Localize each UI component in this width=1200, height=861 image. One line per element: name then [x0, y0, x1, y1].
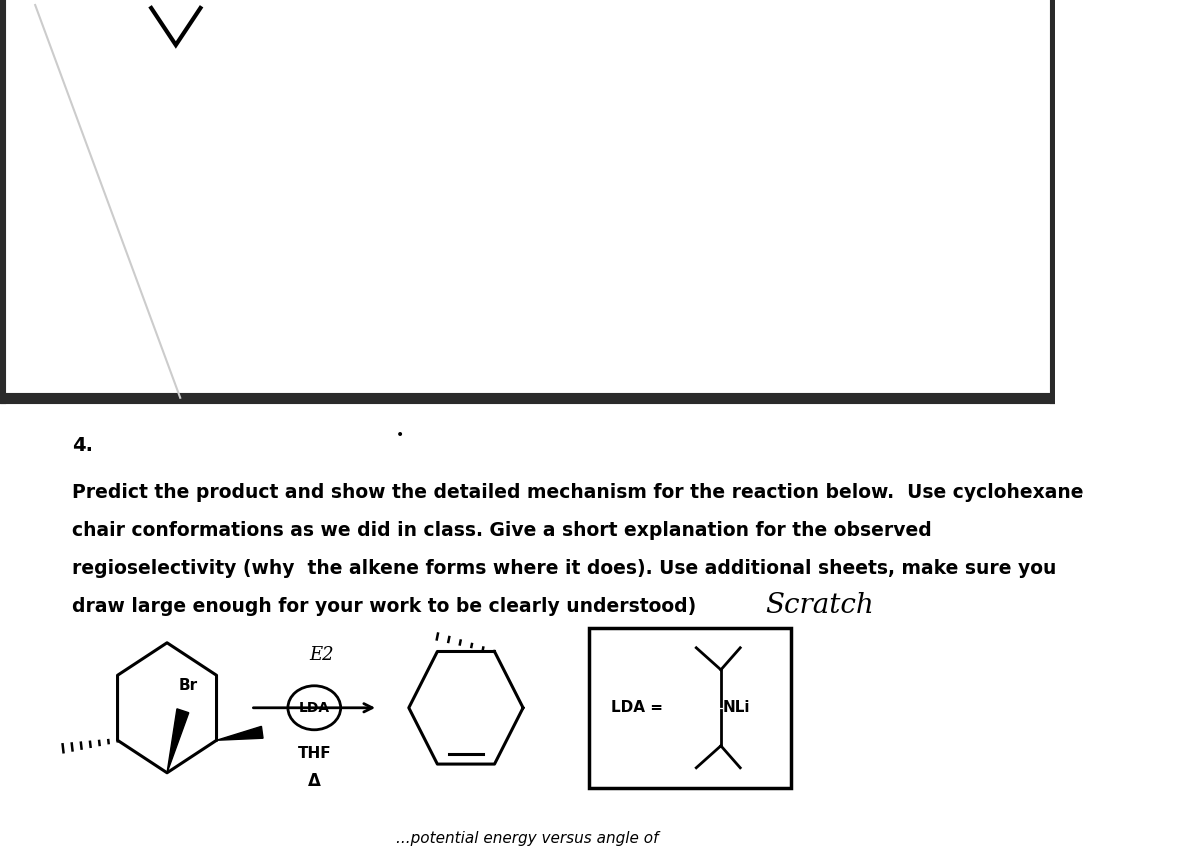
Text: regioselectivity (why  the alkene forms where it does). Use additional sheets, m: regioselectivity (why the alkene forms w… [72, 559, 1056, 578]
Text: •: • [396, 428, 404, 442]
Text: draw large enough for your work to be clearly understood): draw large enough for your work to be cl… [72, 597, 696, 616]
Text: chair conformations as we did in class. Give a short explanation for the observe: chair conformations as we did in class. … [72, 521, 932, 540]
Text: Scratch: Scratch [764, 592, 874, 619]
Text: 4.: 4. [72, 436, 94, 455]
Text: NLi: NLi [722, 700, 750, 715]
Text: E2: E2 [310, 646, 334, 664]
Text: Δ: Δ [308, 771, 320, 790]
Ellipse shape [288, 685, 341, 730]
Text: LDA: LDA [299, 701, 330, 715]
Text: Predict the product and show the detailed mechanism for the reaction below.  Use: Predict the product and show the detaile… [72, 483, 1084, 502]
Polygon shape [216, 727, 263, 740]
Text: Br: Br [179, 678, 198, 693]
Text: LDA =: LDA = [611, 700, 662, 715]
Bar [589, 628, 791, 788]
Polygon shape [167, 709, 188, 773]
Text: THF: THF [298, 746, 331, 761]
Text: ...potential energy versus angle of: ...potential energy versus angle of [396, 831, 659, 846]
